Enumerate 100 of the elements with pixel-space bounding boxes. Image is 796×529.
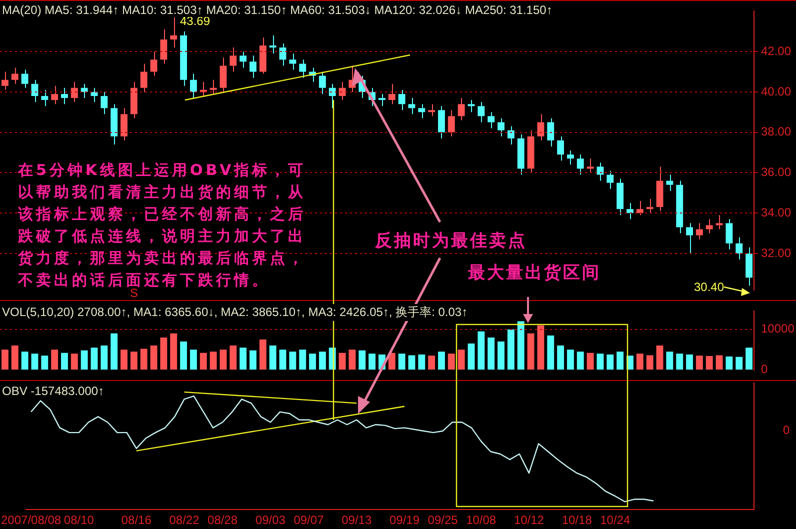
bar bbox=[180, 342, 188, 370]
candlestick bbox=[686, 222, 693, 254]
bar bbox=[418, 354, 426, 370]
x-tick-label: 09/25 bbox=[428, 513, 458, 528]
x-tick-label: 10/12 bbox=[514, 513, 544, 528]
y-tick-label: 10000 bbox=[761, 322, 795, 336]
bar bbox=[160, 337, 168, 370]
bar bbox=[488, 337, 495, 370]
x-tick-label: 2007/08/08 bbox=[1, 513, 62, 528]
bar bbox=[259, 339, 266, 370]
bar bbox=[269, 346, 276, 370]
x-tick-label: 10/08 bbox=[466, 513, 496, 528]
bar bbox=[1, 350, 8, 370]
x-tick-label: 09/07 bbox=[294, 513, 324, 528]
bar bbox=[438, 352, 445, 370]
bar bbox=[527, 333, 534, 370]
bar bbox=[21, 352, 28, 370]
bar bbox=[666, 352, 674, 370]
bar bbox=[358, 350, 366, 370]
bar bbox=[596, 354, 604, 370]
bar bbox=[338, 352, 346, 370]
bar bbox=[368, 354, 376, 370]
bar bbox=[586, 352, 594, 370]
bar bbox=[130, 352, 138, 370]
bar bbox=[517, 321, 524, 370]
bar bbox=[507, 329, 514, 370]
bar bbox=[90, 348, 98, 370]
bar bbox=[11, 346, 18, 370]
bar bbox=[289, 352, 296, 370]
bar bbox=[656, 346, 664, 370]
bar bbox=[498, 342, 504, 370]
annotation: 43.69 bbox=[180, 14, 210, 28]
bar bbox=[170, 333, 178, 370]
annotation: OBV -157483.000↑ bbox=[2, 384, 104, 398]
y-tick-label: 42.00 bbox=[761, 44, 792, 58]
bar bbox=[220, 350, 227, 370]
x-tick-label: 09/03 bbox=[255, 513, 286, 528]
bar bbox=[200, 352, 207, 370]
bar bbox=[566, 350, 574, 370]
x-tick-label: 08/22 bbox=[169, 513, 200, 528]
bar bbox=[557, 346, 564, 370]
y-tick-label: 40.00 bbox=[761, 84, 792, 98]
bar bbox=[279, 350, 286, 370]
bar bbox=[51, 350, 58, 370]
bar bbox=[230, 346, 237, 370]
candlestick bbox=[498, 118, 504, 137]
bar bbox=[41, 356, 48, 370]
bar bbox=[408, 355, 416, 370]
bar bbox=[547, 335, 554, 370]
annotation: 最大量出货区间 bbox=[468, 262, 601, 284]
y-tick-label: 34.00 bbox=[761, 205, 792, 220]
annotation: VOL(5,10,20) 2708.00↑, MA1: 6365.60↓, MA2: 3865.10↑, MA3: 2426.05↑, 换手率: 0.03↑ bbox=[2, 304, 468, 321]
bar bbox=[448, 354, 455, 370]
bar bbox=[210, 352, 217, 370]
annotation: S bbox=[130, 286, 138, 300]
bar bbox=[150, 346, 158, 370]
bar bbox=[100, 346, 108, 370]
bar bbox=[686, 354, 693, 370]
bar bbox=[537, 325, 544, 370]
bar bbox=[606, 354, 614, 370]
bar bbox=[726, 356, 733, 370]
bar bbox=[120, 350, 128, 370]
bar bbox=[468, 344, 475, 370]
bar bbox=[716, 355, 723, 370]
x-tick-label: 10/18 bbox=[562, 513, 592, 528]
y-tick-label: 36.00 bbox=[761, 165, 792, 180]
bar bbox=[736, 356, 743, 370]
bar bbox=[676, 354, 684, 370]
bar bbox=[299, 350, 306, 370]
x-tick-label: 09/19 bbox=[389, 513, 420, 528]
bar bbox=[110, 333, 118, 370]
bar bbox=[458, 350, 465, 370]
bar bbox=[706, 356, 713, 370]
x-tick-label: 08/16 bbox=[121, 513, 152, 528]
bar bbox=[250, 350, 256, 370]
bar bbox=[240, 348, 247, 370]
bar bbox=[190, 350, 197, 370]
candlestick bbox=[299, 59, 306, 78]
bar bbox=[388, 352, 396, 370]
bar bbox=[478, 331, 485, 370]
bar bbox=[398, 354, 406, 370]
bar bbox=[70, 354, 78, 370]
bar bbox=[636, 354, 644, 370]
x-tick-label: 08/10 bbox=[64, 513, 94, 528]
bar bbox=[140, 348, 148, 370]
bar bbox=[348, 350, 356, 370]
bar bbox=[80, 350, 88, 370]
candlestick bbox=[606, 170, 614, 190]
bar bbox=[309, 354, 316, 370]
x-tick-label: 10/24 bbox=[600, 513, 630, 528]
x-tick-label: 09/13 bbox=[342, 513, 372, 528]
y-tick-label: 32.00 bbox=[761, 246, 792, 260]
bar bbox=[646, 355, 654, 370]
bar bbox=[61, 352, 68, 370]
candlestick bbox=[696, 222, 703, 240]
y-tick-label: 38.00 bbox=[761, 124, 792, 139]
annotation: 30.40 bbox=[694, 280, 724, 294]
bar bbox=[746, 348, 753, 370]
bar bbox=[318, 352, 326, 370]
annotation: 在5分钟K线图上运用OBV指标，可以帮助我们看清主力出货的细节，从该指标上观察，已经不创新高，之后跌破了低点连线，说明主力加大了出货力度，那里为卖出的最后临界点，不卖出的话后面还有下跌行情。 bbox=[18, 160, 308, 289]
